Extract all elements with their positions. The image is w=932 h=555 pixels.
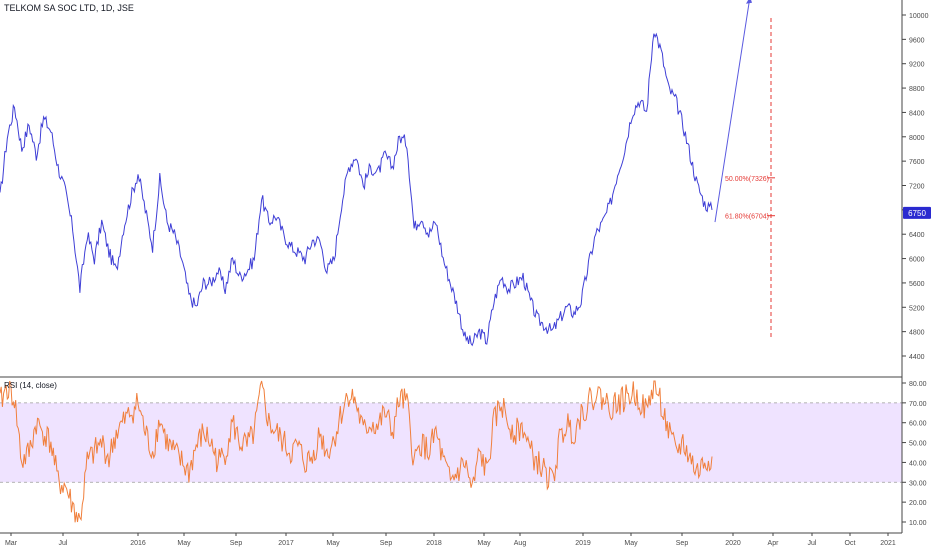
price-tick-label: 5200 bbox=[909, 305, 925, 312]
time-tick-label: Sep bbox=[380, 540, 393, 547]
price-axis[interactable]: 4400480052005600600064006800720076008000… bbox=[902, 13, 929, 361]
rsi-overbought-oversold-band bbox=[0, 402, 902, 483]
chart-title: TELKOM SA SOC LTD, 1D, JSE bbox=[4, 3, 134, 13]
time-tick-label: Apr bbox=[768, 540, 780, 547]
projection-arrowhead bbox=[746, 0, 752, 4]
price-tick-label: 8400 bbox=[909, 110, 925, 117]
time-tick-label: May bbox=[624, 540, 638, 547]
rsi-tick-label: 10.00 bbox=[909, 520, 927, 527]
time-tick-label: May bbox=[177, 540, 191, 547]
time-tick-label: Aug bbox=[514, 540, 527, 547]
rsi-tick-label: 20.00 bbox=[909, 500, 927, 507]
price-tick-label: 6000 bbox=[909, 257, 925, 264]
fib-level-label: 50.00%(7326) bbox=[725, 176, 769, 183]
time-tick-label: Jul bbox=[59, 540, 68, 547]
time-tick-label: 2018 bbox=[426, 540, 442, 547]
time-tick-label: Jul bbox=[808, 540, 817, 547]
time-tick-label: 2017 bbox=[278, 540, 294, 547]
rsi-indicator-label: RSI (14, close) bbox=[4, 381, 57, 390]
fib-retracement-levels[interactable]: 50.00%(7326) 61.80%(6704) bbox=[725, 176, 775, 221]
rsi-tick-label: 70.00 bbox=[909, 401, 927, 408]
time-tick-label: May bbox=[326, 540, 340, 547]
price-tick-label: 4800 bbox=[909, 330, 925, 337]
time-tick-label: May bbox=[477, 540, 491, 547]
time-axis[interactable]: Mar Jul 2016 May Sep 2017 May Sep 2018 May Aug 2019… bbox=[5, 533, 896, 547]
price-series-line bbox=[0, 32, 713, 347]
price-tick-label: 10000 bbox=[909, 13, 929, 20]
last-price-badge: 6750 bbox=[903, 206, 931, 219]
price-tick-label: 6400 bbox=[909, 232, 925, 239]
rsi-tick-label: 40.00 bbox=[909, 460, 927, 467]
price-tick-label: 8800 bbox=[909, 86, 925, 93]
rsi-axis[interactable]: 10.00 20.00 30.00 40.00 50.00 60.00 70.00 80.00 bbox=[902, 381, 927, 527]
time-tick-label: 2020 bbox=[725, 540, 741, 547]
rsi-tick-label: 60.00 bbox=[909, 421, 927, 428]
last-price-badge-bg bbox=[903, 206, 931, 219]
price-tick-label: 7200 bbox=[909, 184, 925, 191]
projection-trend-line[interactable] bbox=[714, 0, 750, 223]
price-tick-label: 5600 bbox=[909, 281, 925, 288]
time-tick-label: Sep bbox=[676, 540, 689, 547]
price-tick-label: 4400 bbox=[909, 354, 925, 361]
time-tick-label: 2021 bbox=[880, 540, 896, 547]
rsi-series-line bbox=[0, 380, 713, 523]
rsi-tick-label: 80.00 bbox=[909, 381, 927, 388]
time-tick-label: Sep bbox=[230, 540, 243, 547]
rsi-tick-label: 30.00 bbox=[909, 480, 927, 487]
price-tick-label: 8000 bbox=[909, 135, 925, 142]
price-tick-label: 9200 bbox=[909, 62, 925, 69]
time-tick-label: Oct bbox=[845, 540, 856, 547]
time-tick-label: 2016 bbox=[130, 540, 146, 547]
rsi-tick-label: 50.00 bbox=[909, 441, 927, 448]
time-tick-label: 2019 bbox=[575, 540, 591, 547]
last-price-value: 6750 bbox=[908, 209, 926, 218]
price-tick-label: 7600 bbox=[909, 159, 925, 166]
time-tick-label: Mar bbox=[5, 540, 18, 547]
price-tick-label: 9600 bbox=[909, 37, 925, 44]
fib-level-label: 61.80%(6704) bbox=[725, 214, 769, 221]
